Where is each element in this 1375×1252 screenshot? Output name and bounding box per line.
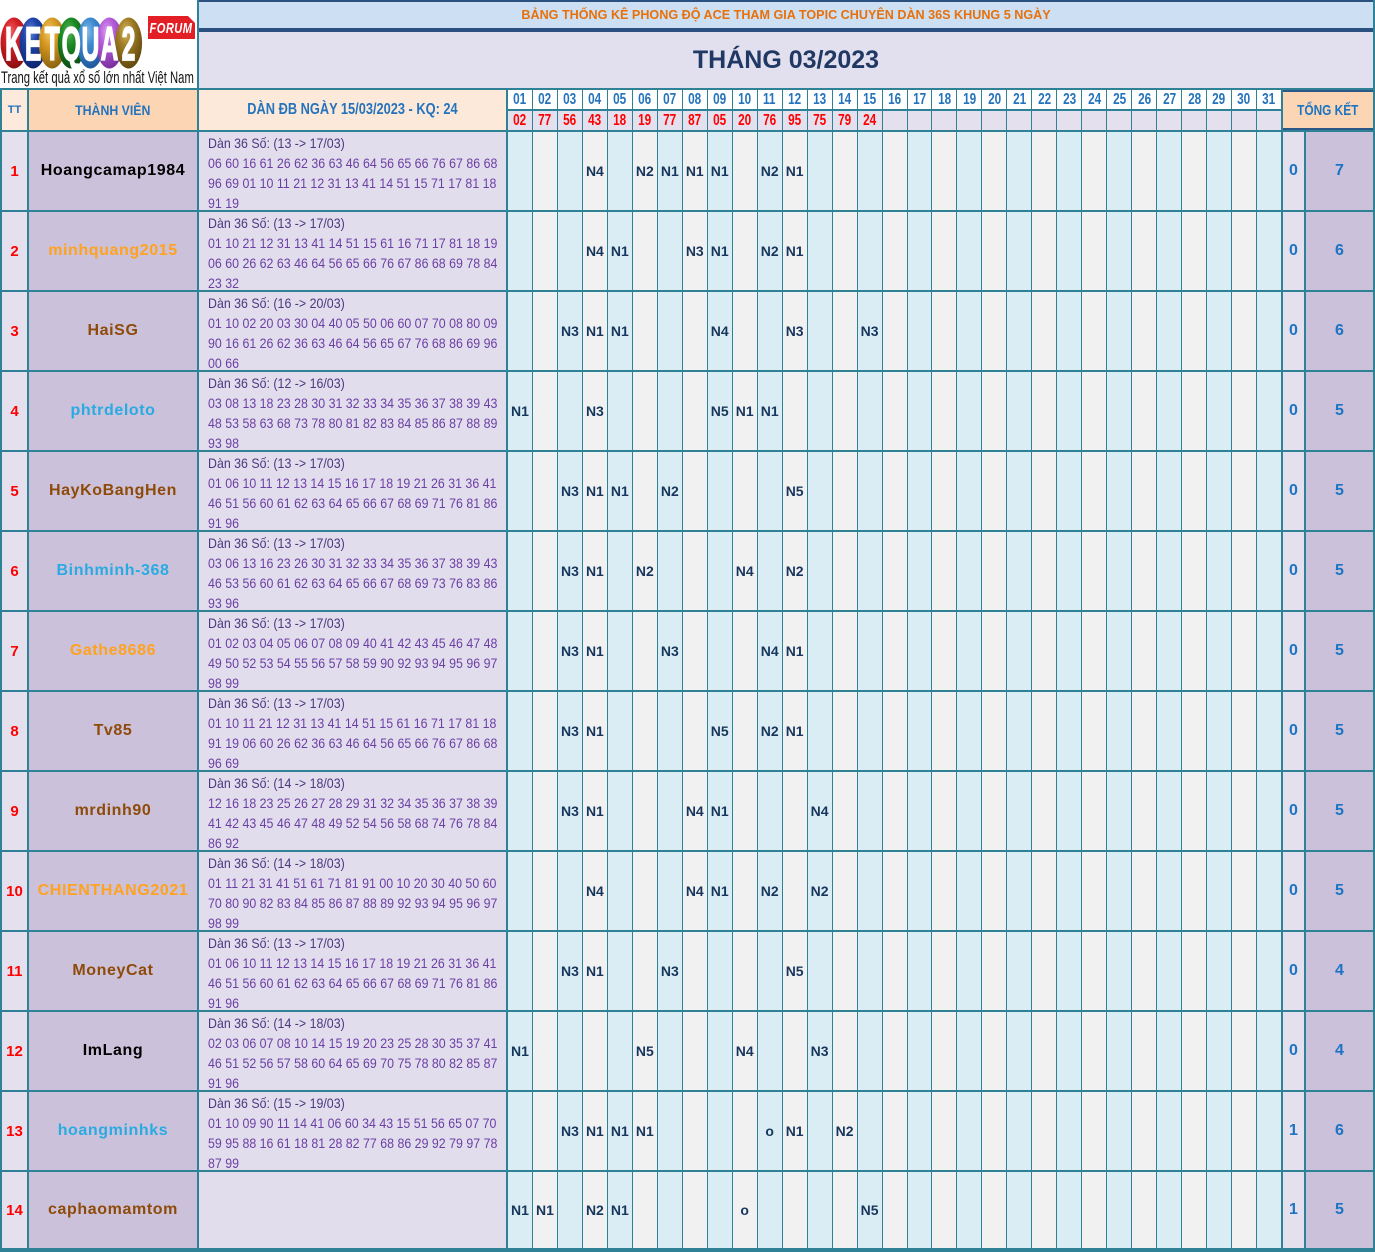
svg-text:E: E — [25, 17, 41, 70]
svg-text:U: U — [82, 17, 100, 70]
svg-text:2: 2 — [122, 17, 136, 70]
svg-text:T: T — [45, 17, 60, 70]
svg-text:Q: Q — [62, 17, 81, 70]
svg-text:K: K — [5, 17, 23, 70]
svg-text:FORUM: FORUM — [150, 19, 193, 36]
svg-text:A: A — [101, 17, 119, 70]
